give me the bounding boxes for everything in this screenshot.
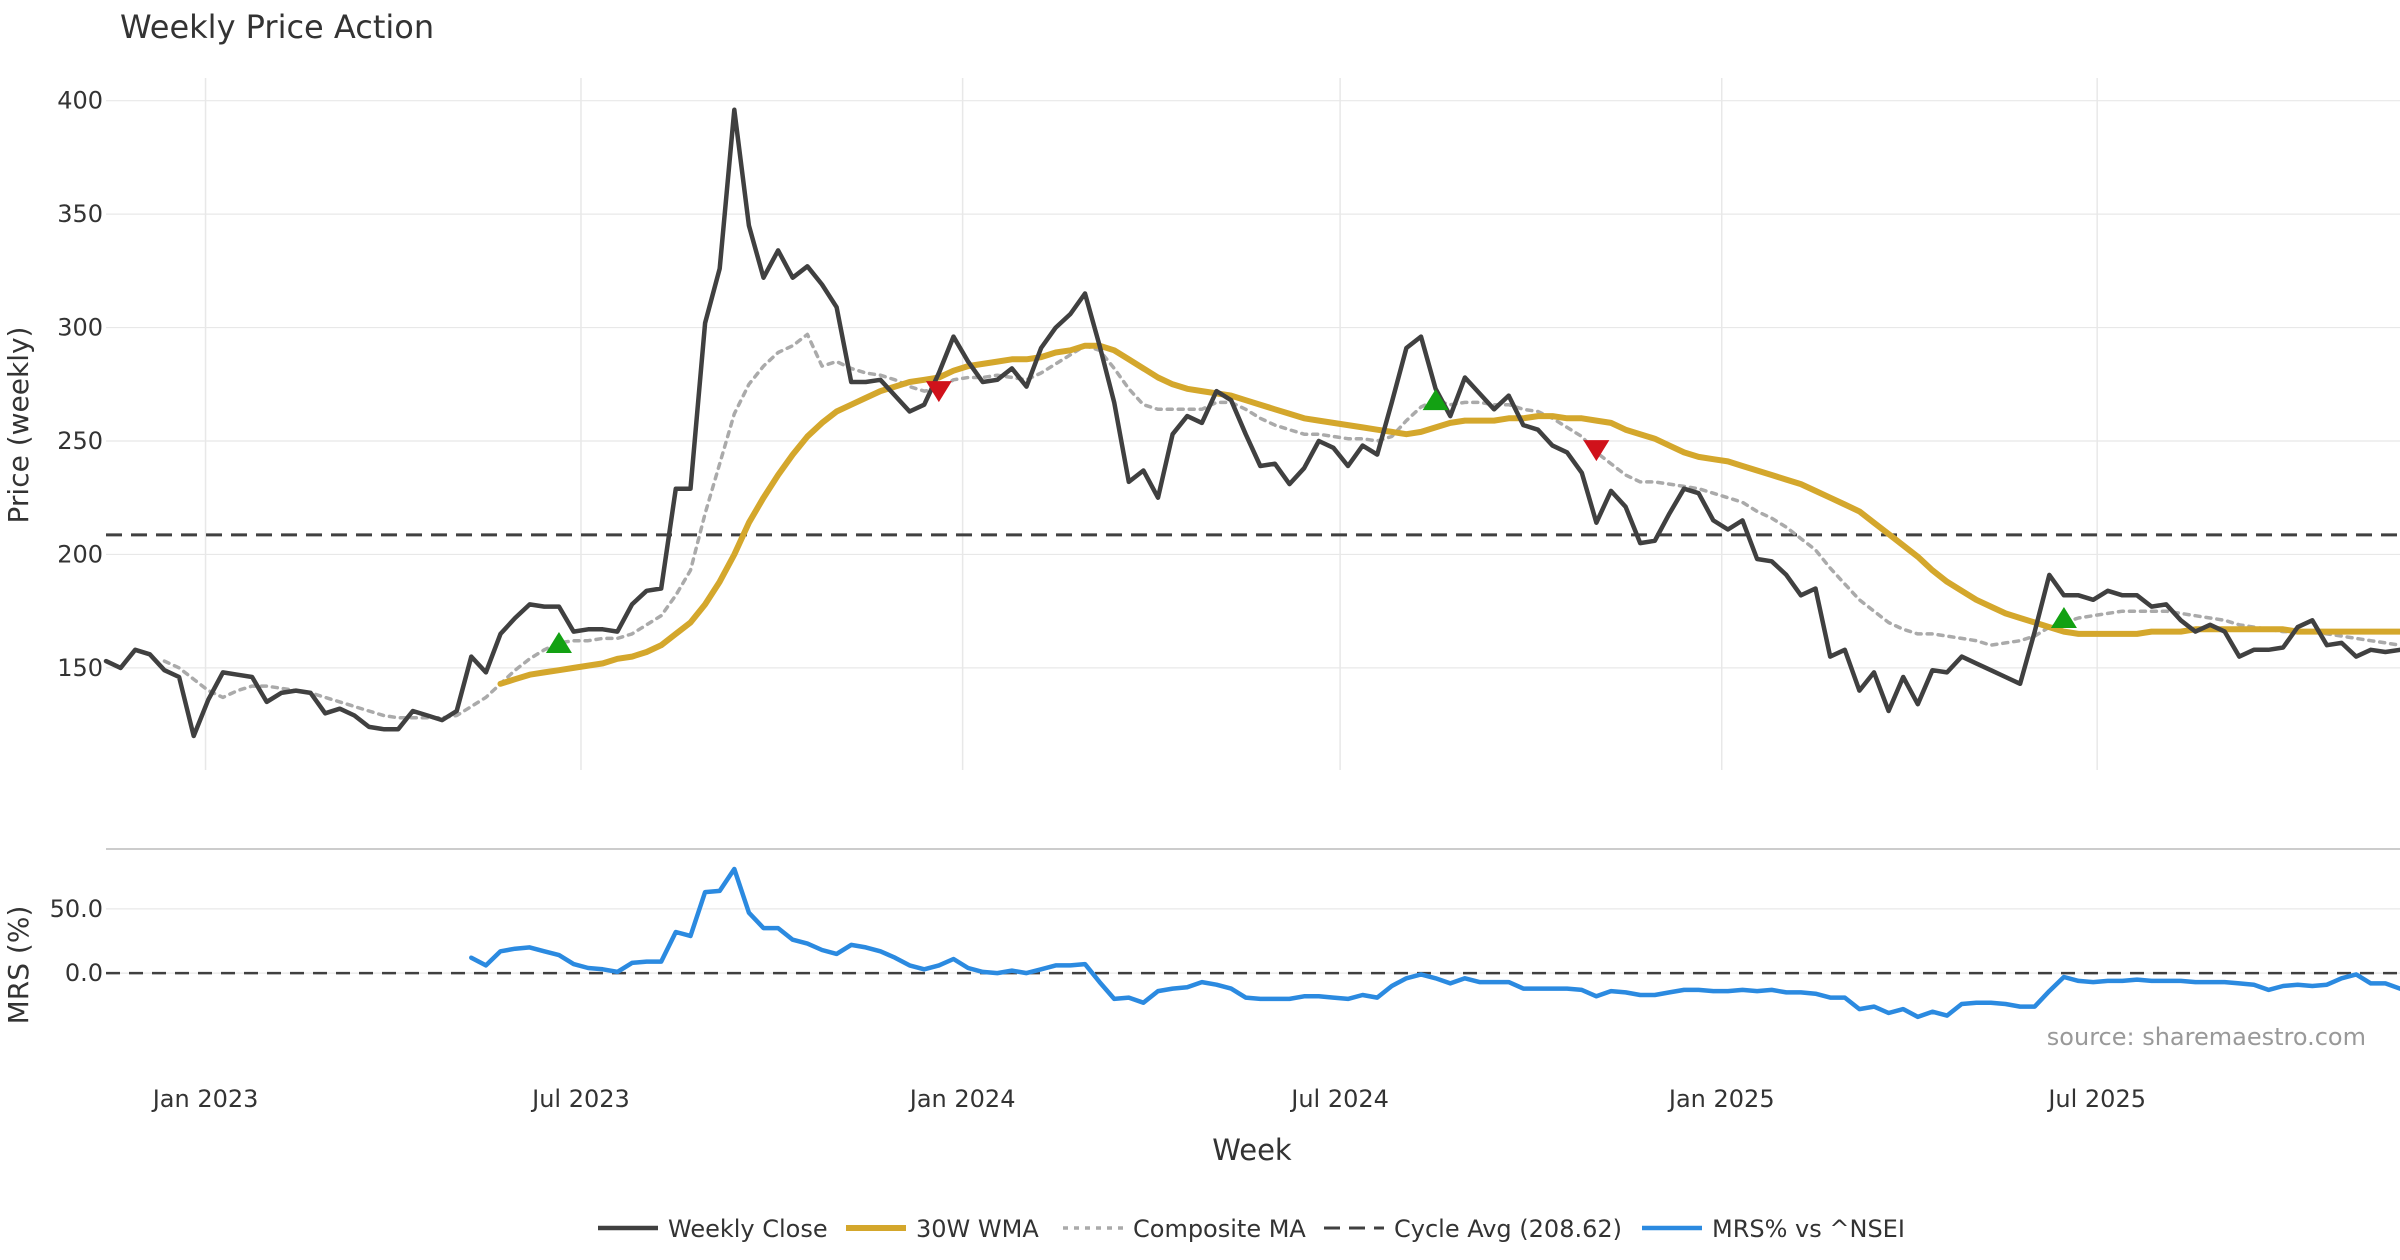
price-y-tick-label: 250 xyxy=(57,427,103,455)
x-tick-label: Jul 2025 xyxy=(2046,1085,2146,1113)
wma-30w-line xyxy=(497,342,2400,687)
price-y-axis-label: Price (weekly) xyxy=(2,327,35,524)
x-axis-label: Week xyxy=(1212,1133,1292,1167)
price-y-tick-label: 200 xyxy=(57,540,103,568)
x-tick-label: Jul 2024 xyxy=(1289,1085,1389,1113)
series-layer xyxy=(103,107,2400,1020)
mrs-line xyxy=(469,866,2400,1020)
x-tick-label: Jul 2023 xyxy=(530,1085,630,1113)
mrs-grid xyxy=(106,908,2400,974)
price-y-tick-label: 150 xyxy=(57,654,103,682)
buy-signal-marker xyxy=(2050,606,2077,628)
x-tick-label: Jan 2023 xyxy=(151,1085,259,1113)
legend: Weekly Close 30W WMA Composite MA Cycle Avg… xyxy=(598,1215,1905,1243)
price-grid xyxy=(106,78,2400,770)
composite-ma-line xyxy=(162,332,2400,720)
chart-title: Weekly Price Action xyxy=(120,8,434,46)
legend-mrs-label: MRS% vs ^NSEI xyxy=(1712,1215,1905,1243)
legend-wma-30w-label: 30W WMA xyxy=(916,1215,1039,1243)
sell-signal-marker xyxy=(925,381,952,403)
mrs-y-tick-label: 0.0 xyxy=(65,959,103,987)
legend-cycle-avg-label: Cycle Avg (208.62) xyxy=(1394,1215,1622,1243)
legend-composite-ma-label: Composite MA xyxy=(1133,1215,1306,1243)
mrs-y-ticks: 0.0 50.0 xyxy=(50,895,103,987)
legend-weekly-close-label: Weekly Close xyxy=(668,1215,828,1243)
price-y-tick-label: 400 xyxy=(57,87,103,115)
x-ticks: Jan 2023 Jul 2023 Jan 2024 Jul 2024 Jan 2025… xyxy=(151,1085,2146,1113)
x-tick-label: Jan 2025 xyxy=(1667,1085,1775,1113)
source-annotation: source: sharemaestro.com xyxy=(2047,1023,2366,1051)
price-y-tick-label: 350 xyxy=(57,200,103,228)
mrs-y-axis-label: MRS (%) xyxy=(2,906,35,1025)
signal-layer xyxy=(545,381,2077,653)
buy-signal-marker xyxy=(1422,389,1449,411)
x-tick-label: Jan 2024 xyxy=(908,1085,1016,1113)
price-y-tick-label: 300 xyxy=(57,314,103,342)
weekly-close-line xyxy=(103,107,2400,739)
buy-signal-marker xyxy=(545,631,572,653)
price-y-ticks: 150 200 250 300 350 400 xyxy=(57,87,103,682)
mrs-y-tick-label: 50.0 xyxy=(50,895,103,923)
sell-signal-marker xyxy=(1583,440,1610,462)
